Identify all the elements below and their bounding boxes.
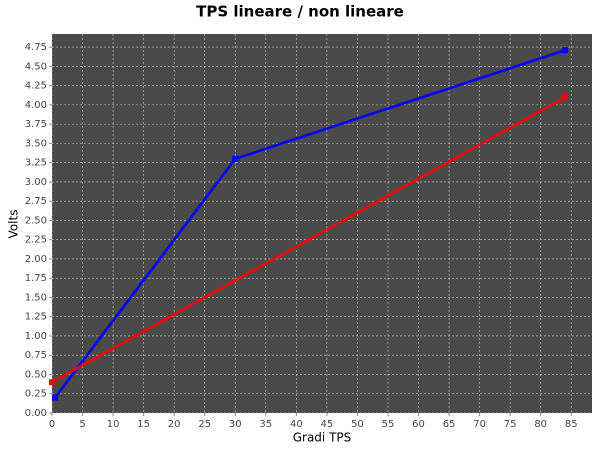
x-tick-label: 75	[504, 419, 517, 430]
y-tick-label: 4.25	[25, 81, 47, 92]
point-marker	[562, 94, 569, 101]
x-tick-label: 30	[229, 419, 242, 430]
y-tick-label: 1.50	[25, 292, 47, 303]
x-axis-title: Gradi TPS	[293, 431, 352, 445]
y-tick-label: 1.75	[25, 273, 47, 284]
y-tick-label: 2.50	[25, 215, 47, 226]
y-tick-label: 3.00	[25, 177, 47, 188]
y-tick-label: 0.25	[25, 389, 47, 400]
y-tick-label: 0.00	[25, 408, 47, 419]
y-tick-label: 0.50	[25, 369, 47, 380]
chart-title: TPS lineare / non lineare	[196, 3, 404, 21]
plot-area	[52, 34, 592, 413]
y-tick-label: 2.25	[25, 235, 47, 246]
point-marker	[52, 394, 59, 401]
x-tick-label: 50	[351, 419, 364, 430]
x-tick-label: 10	[107, 419, 120, 430]
x-tick-label: 55	[382, 419, 395, 430]
y-tick-label: 4.50	[25, 61, 47, 72]
x-tick-label: 15	[137, 419, 150, 430]
x-tick-label: 60	[412, 419, 425, 430]
y-tick-label: 1.00	[25, 331, 47, 342]
x-tick-label: 85	[565, 419, 578, 430]
y-tick-label: 3.50	[25, 138, 47, 149]
y-tick-label: 3.25	[25, 158, 47, 169]
x-tick-label: 70	[473, 419, 486, 430]
x-tick-label: 80	[534, 419, 547, 430]
y-tick-label: 2.75	[25, 196, 47, 207]
y-tick-label: 3.75	[25, 119, 47, 130]
y-tick-label: 2.00	[25, 254, 47, 265]
y-axis-title: Volts	[7, 210, 21, 239]
x-tick-label: 5	[79, 419, 85, 430]
series-line	[51, 96, 566, 384]
x-tick-label: 45	[321, 419, 334, 430]
x-tick-label: 0	[49, 419, 55, 430]
x-tick-label: 35	[259, 419, 272, 430]
y-tick-label: 4.75	[25, 42, 47, 53]
y-tick-label: 1.25	[25, 312, 47, 323]
y-tick-label: 0.75	[25, 350, 47, 361]
x-tick-label: 40	[290, 419, 303, 430]
y-tick-label: 4.00	[25, 100, 47, 111]
point-marker	[49, 379, 55, 386]
x-tick-label: 65	[443, 419, 456, 430]
x-tick-label: 20	[168, 419, 181, 430]
x-tick-label: 25	[198, 419, 211, 430]
point-marker	[232, 155, 239, 162]
point-marker	[562, 47, 569, 54]
